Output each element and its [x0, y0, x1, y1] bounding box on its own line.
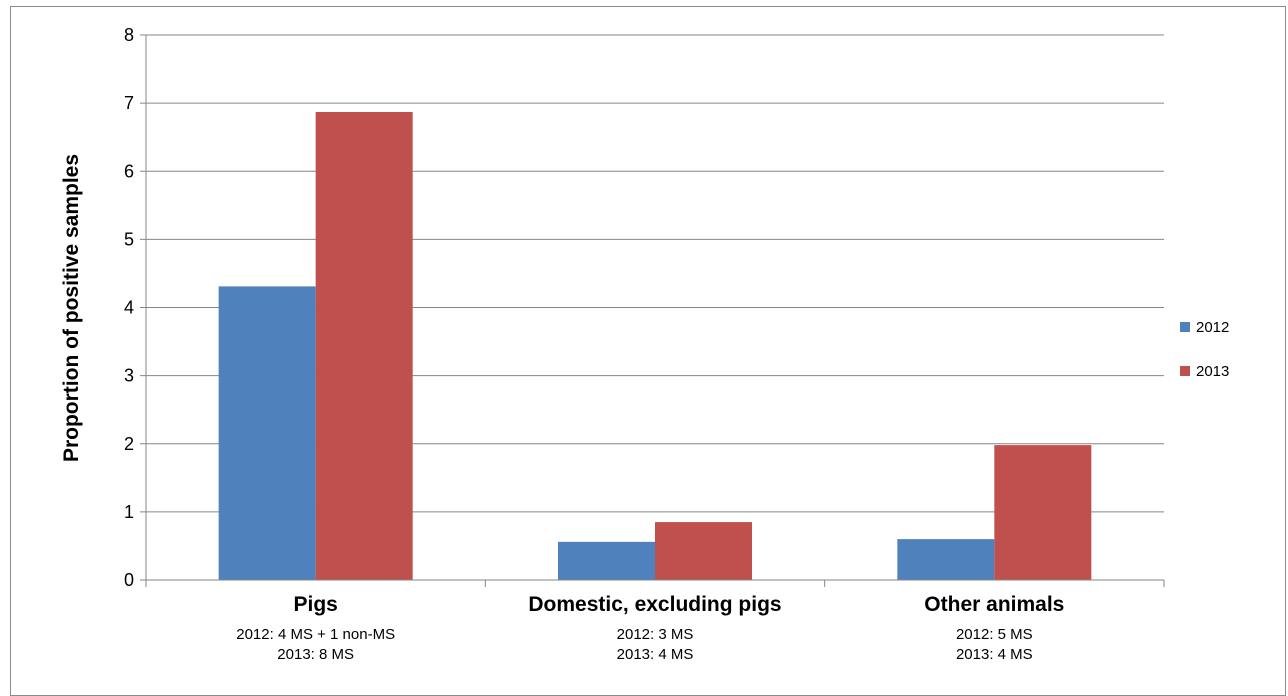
category-note: 2012: 5 MS: [956, 626, 1033, 643]
x-axis-ticks: [145, 580, 1165, 587]
bar-2012-1: [558, 541, 655, 580]
category-labels: Pigs 2012: 4 MS + 1 non-MS 2013: 8 MS Domes…: [236, 593, 1064, 663]
legend-label: 2012: [1196, 319, 1229, 336]
category-note: 2013: 4 MS: [617, 646, 694, 663]
y-tick-label: 0: [124, 570, 134, 590]
legend-swatch-2013: [1180, 366, 1190, 376]
legend: 2012 2013: [1180, 319, 1229, 380]
bar-2013-0: [315, 111, 413, 580]
category-note: 2012: 3 MS: [617, 626, 694, 643]
y-tick-label: 5: [124, 229, 134, 249]
y-tick-label: 6: [124, 161, 134, 181]
y-tick-label: 7: [124, 93, 134, 113]
category-note: 2013: 8 MS: [277, 646, 354, 663]
bars: [218, 111, 1092, 580]
bar-2013-1: [655, 522, 752, 580]
y-tick-label: 1: [124, 502, 134, 522]
category-label: Pigs: [293, 593, 337, 616]
y-tick-label: 2: [124, 434, 134, 454]
bar-2012-2: [897, 539, 995, 580]
y-axis-ticks: 0 1 2 3 4 5 6 7 8: [124, 25, 146, 590]
category-note: 2013: 4 MS: [956, 646, 1033, 663]
category-label: Other animals: [924, 593, 1064, 616]
category-label: Domestic, excluding pigs: [528, 593, 781, 616]
bar-2013-2: [994, 445, 1092, 580]
y-tick-label: 4: [124, 298, 134, 318]
legend-label: 2013: [1196, 363, 1229, 380]
bar-2012-0: [218, 286, 316, 580]
category-note: 2012: 4 MS + 1 non-MS: [236, 626, 395, 643]
y-tick-label: 8: [124, 25, 134, 45]
y-axis-label: Proportion of positive samples: [60, 154, 83, 462]
legend-swatch-2012: [1180, 322, 1190, 332]
y-tick-label: 3: [124, 366, 134, 386]
